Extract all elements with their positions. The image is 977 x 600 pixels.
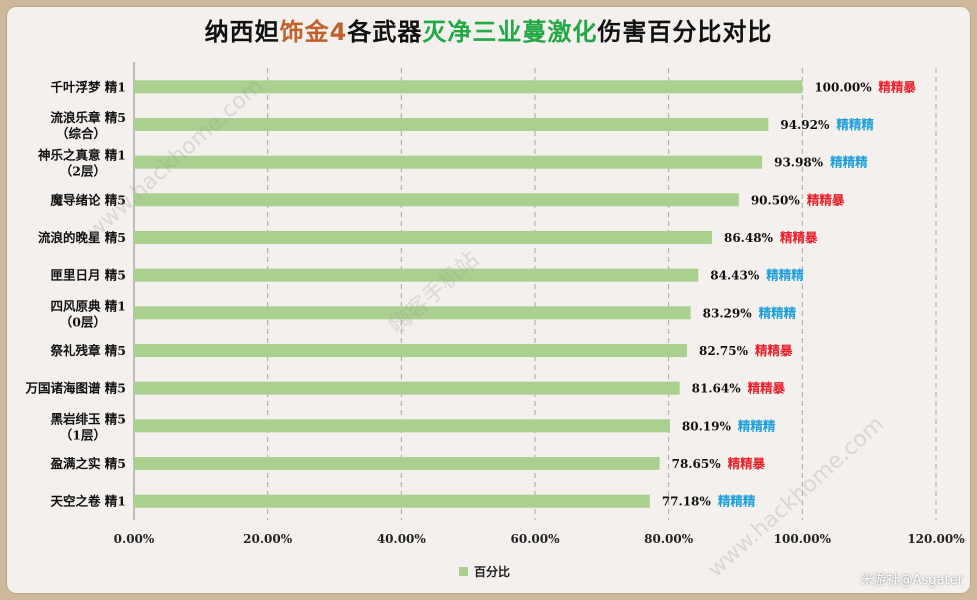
value-label: 84.43% <box>710 269 760 283</box>
x-tick-label: 120.00% <box>907 532 965 546</box>
category-label: 神乐之真意 精1 （2层） <box>38 148 126 179</box>
category-label: 祭礼残章 精5 <box>49 343 126 358</box>
category-label-line: 四风原典 精1 <box>50 298 126 313</box>
annotation-label: 精精暴 <box>755 343 793 358</box>
category-label-line: （0层） <box>60 314 106 329</box>
watermark-text-2: 嗨客手机站 <box>385 247 483 339</box>
title-part-4: 灭净三业蔓激化 <box>422 18 598 46</box>
legend: 百分比 <box>459 564 510 579</box>
bar <box>134 231 712 244</box>
category-label: 流浪的晚星 精5 <box>38 230 126 245</box>
title-part-1: 纳西妲 <box>204 18 280 46</box>
category-label-line: （1层） <box>60 427 106 442</box>
annotation-label: 精精精 <box>830 155 868 170</box>
category-label: 四风原典 精1 （0层） <box>50 298 126 329</box>
category-label: 天空之卷 精1 <box>50 494 126 509</box>
category-label-line: 黑岩绯玉 精5 <box>50 411 126 426</box>
value-label: 80.19% <box>682 419 732 433</box>
annotation-label: 精精暴 <box>878 79 916 94</box>
bar <box>134 193 739 207</box>
x-tick-label: 40.00% <box>377 532 427 546</box>
credit-text: 米游社@Asgater <box>860 573 963 588</box>
bar <box>134 155 763 169</box>
value-label: 94.92% <box>780 118 830 132</box>
bar <box>134 268 699 282</box>
value-label: 81.64% <box>692 382 742 396</box>
bar <box>134 80 803 94</box>
legend-swatch <box>459 567 468 576</box>
legend-label: 百分比 <box>474 564 510 579</box>
value-label: 86.48% <box>724 231 774 245</box>
bar <box>134 457 660 470</box>
annotation-label: 精精精 <box>759 305 797 320</box>
bar <box>134 118 769 131</box>
bar <box>134 381 680 395</box>
category-label-line: 神乐之真意 精1 <box>38 148 126 163</box>
x-tick-label: 20.00% <box>243 532 293 546</box>
category-label: 魔导绪论 精5 <box>50 192 126 207</box>
title-part-3: 各武器 <box>347 18 423 46</box>
annotation-label: 精精精 <box>738 418 776 433</box>
x-tick-label: 60.00% <box>511 532 561 546</box>
annotation-label: 精精暴 <box>807 192 845 207</box>
x-tick-label: 80.00% <box>644 532 694 546</box>
annotation-label: 精精精 <box>718 494 756 509</box>
x-tick-label: 100.00% <box>774 532 832 546</box>
title-part-5: 伤害百分比对比 <box>597 18 773 46</box>
category-label-line: （2层） <box>60 164 106 179</box>
category-label: 匣里日月 精5 <box>50 268 126 283</box>
category-label: 盈满之实 精5 <box>49 456 126 471</box>
x-tick-labels: 0.00% 20.00% 40.00% 60.00% 80.00% 100.00% 120.… <box>114 532 966 546</box>
value-label: 93.98% <box>774 156 824 170</box>
title-part-2: 饰金4 <box>279 18 348 46</box>
category-labels: 千叶浮梦 精1 流浪乐章 精5 （综合） 神乐之真意 精1 （2层） 魔导绪论 精5 流浪的… <box>24 79 126 508</box>
value-labels: 100.00% 94.92% 93.98% 90.50% 86.48% 84.43% 83.… <box>662 80 872 508</box>
value-label: 82.75% <box>699 344 749 358</box>
category-label: 万国诸海图谱 精5 <box>24 381 126 396</box>
annotation-label: 精精暴 <box>748 381 786 396</box>
value-label: 83.29% <box>703 306 753 320</box>
annotation-label: 精精精 <box>766 268 804 283</box>
annotation-label: 精精暴 <box>728 456 766 471</box>
value-label: 77.18% <box>662 495 712 509</box>
value-label: 78.65% <box>672 457 722 471</box>
bar <box>134 494 650 508</box>
bar <box>134 306 691 320</box>
category-label: 黑岩绯玉 精5 （1层） <box>50 411 126 442</box>
x-tick-label: 0.00% <box>114 532 155 546</box>
value-label: 90.50% <box>751 193 801 207</box>
bar <box>134 344 688 357</box>
category-label: 流浪乐章 精5 （综合） <box>50 110 126 141</box>
annotation-label: 精精精 <box>836 117 874 132</box>
bar <box>134 419 670 433</box>
bars <box>134 80 803 508</box>
value-label: 100.00% <box>814 80 872 94</box>
chart-title: 纳西妲饰金4各武器灭净三业蔓激化伤害百分比对比 <box>0 12 977 47</box>
category-label: 千叶浮梦 精1 <box>50 79 126 94</box>
grid-lines <box>133 62 937 520</box>
category-label-line: 流浪乐章 精5 <box>50 110 126 125</box>
annotation-label: 精精暴 <box>780 230 818 245</box>
category-label-line: （综合） <box>56 126 106 141</box>
